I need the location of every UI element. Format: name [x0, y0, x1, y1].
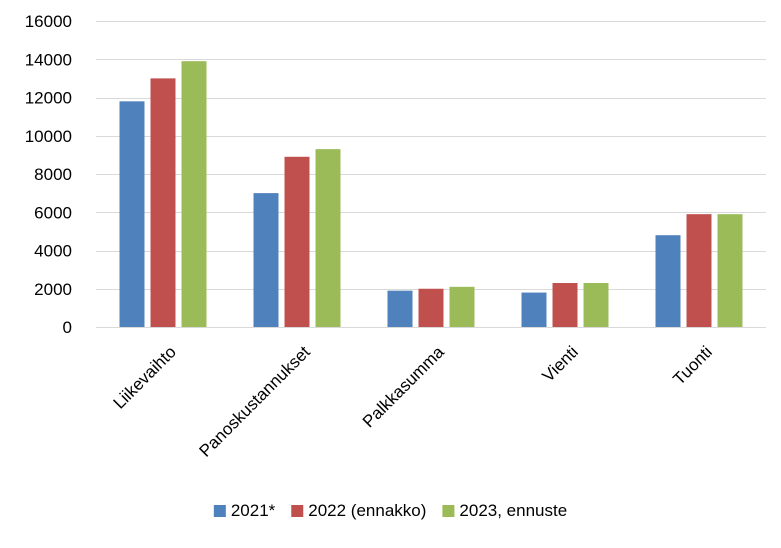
legend-item: 2023, ennuste — [442, 501, 567, 520]
y-tick-label: 14000 — [25, 50, 72, 69]
bar — [253, 193, 279, 327]
legend-swatch — [213, 505, 226, 517]
legend-label: 2023, ennuste — [459, 501, 567, 520]
gridlines — [96, 21, 766, 290]
bar — [181, 61, 207, 327]
x-category-label: Panoskustannukset — [195, 342, 314, 461]
x-axis-category-labels: Liikevaihto Panoskustannukset Palkkasumma V… — [110, 342, 716, 461]
legend: 2021* 2022 (ennakko) 2023, ennuste — [213, 501, 567, 520]
bar — [387, 290, 413, 327]
bar — [284, 156, 310, 327]
bars — [119, 61, 743, 327]
y-tick-label: 12000 — [25, 89, 72, 108]
y-axis-tick-labels: 0 2000 4000 6000 8000 10000 12000 14000 16000 — [25, 12, 72, 337]
y-tick-label: 2000 — [34, 280, 72, 299]
bar — [583, 283, 609, 327]
legend-label: 2022 (ennakko) — [308, 501, 426, 520]
y-tick-label: 6000 — [34, 203, 72, 222]
bar — [418, 288, 444, 327]
bar — [150, 78, 176, 327]
legend-item: 2021* — [213, 501, 276, 520]
bar — [686, 214, 712, 327]
bar — [119, 101, 145, 327]
bar — [655, 235, 681, 327]
bar — [315, 149, 341, 327]
legend-swatch — [291, 505, 304, 517]
y-tick-label: 8000 — [34, 165, 72, 184]
bar — [521, 292, 547, 327]
y-tick-label: 0 — [63, 318, 72, 337]
legend-item: 2022 (ennakko) — [291, 501, 426, 520]
y-tick-label: 16000 — [25, 12, 72, 31]
legend-swatch — [442, 505, 455, 517]
x-category-label: Tuonti — [669, 342, 715, 388]
x-category-label: Liikevaihto — [110, 342, 180, 412]
legend-label: 2021* — [231, 501, 276, 520]
bar — [552, 283, 578, 327]
x-category-label: Palkkasumma — [359, 342, 448, 431]
y-tick-label: 10000 — [25, 127, 72, 146]
bar — [717, 214, 743, 327]
y-tick-label: 4000 — [34, 242, 72, 261]
bar — [449, 286, 475, 327]
x-category-label: Vienti — [539, 342, 582, 385]
